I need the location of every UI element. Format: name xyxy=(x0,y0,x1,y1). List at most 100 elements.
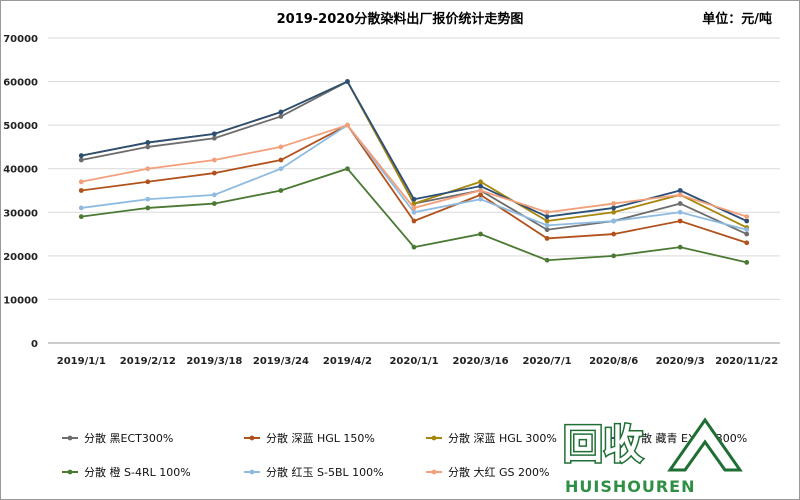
x-tick-label: 2019/1/1 xyxy=(57,356,106,367)
series-group xyxy=(78,122,750,220)
legend-label: 分散 深蓝 HGL 300% xyxy=(448,431,557,445)
legend-marker xyxy=(613,435,619,441)
data-point xyxy=(411,209,417,215)
data-point xyxy=(78,214,84,220)
data-point xyxy=(78,205,84,211)
data-point xyxy=(677,188,683,193)
legend-item: 分散 深蓝 HGL 300% xyxy=(426,431,557,445)
legend-item: 分散 红玉 S-5BL 100% xyxy=(244,465,384,479)
legend-label: 分散 黑ECT300% xyxy=(84,431,173,445)
legend-label: 分散 深蓝 HGL 150% xyxy=(266,431,375,445)
data-point xyxy=(278,157,284,163)
y-tick-label: 0 xyxy=(31,339,38,350)
data-point xyxy=(744,231,750,237)
x-tick-label: 2019/3/18 xyxy=(186,356,242,367)
watermark-logo: 回收 HUISHOUREN xyxy=(562,417,743,496)
data-point xyxy=(744,227,750,233)
legend-item: 分散 黑ECT300% xyxy=(62,431,173,445)
data-point xyxy=(211,135,217,141)
data-point xyxy=(744,218,750,224)
y-tick-label: 40000 xyxy=(3,165,38,176)
data-point xyxy=(211,170,217,176)
data-point xyxy=(544,214,550,220)
data-point xyxy=(677,192,683,198)
data-point xyxy=(411,205,417,211)
data-point xyxy=(611,218,617,224)
legend-label: 分散 橙 S-4RL 100% xyxy=(84,465,191,479)
series-group xyxy=(78,122,750,233)
data-point xyxy=(677,218,683,224)
legend-marker xyxy=(431,435,437,441)
data-point xyxy=(544,222,550,228)
data-point xyxy=(611,231,617,237)
data-point xyxy=(478,179,483,185)
legend-marker xyxy=(249,469,255,475)
data-point xyxy=(278,166,284,172)
y-tick-label: 50000 xyxy=(3,121,38,132)
data-point xyxy=(145,179,151,185)
data-point xyxy=(677,244,683,250)
data-point xyxy=(145,166,151,172)
data-point xyxy=(544,218,550,224)
data-point xyxy=(744,214,750,220)
data-point xyxy=(345,122,350,128)
gridlines xyxy=(48,37,780,344)
data-point xyxy=(611,209,617,215)
watermark-main-text: 回收 xyxy=(563,422,643,468)
recycle-arrow-icon xyxy=(667,417,743,472)
watermark-sub-text: HUISHOUREN xyxy=(565,477,695,496)
data-point xyxy=(544,209,550,215)
data-point xyxy=(145,144,151,150)
y-tick-label: 20000 xyxy=(3,252,38,263)
chart-title: 2019-2020分散染料出厂报价统计走势图 xyxy=(276,12,524,27)
data-point xyxy=(278,114,284,119)
x-axis-ticks: 2019/1/1 2019/2/12 2019/3/18 2019/3/24 2019/… xyxy=(57,356,779,367)
x-tick-label: 2019/4/2 xyxy=(323,356,372,367)
data-point xyxy=(544,227,550,233)
data-point xyxy=(478,231,483,237)
data-point xyxy=(411,218,417,224)
unit-label: 单位：元/吨 xyxy=(702,12,772,27)
x-tick-label: 2020/7/1 xyxy=(523,356,572,367)
data-point xyxy=(345,79,350,84)
data-point xyxy=(145,196,151,202)
series-group xyxy=(78,122,750,246)
data-point xyxy=(478,188,483,193)
data-point xyxy=(278,188,284,193)
data-point xyxy=(278,109,284,115)
x-tick-label: 2020/11/22 xyxy=(715,356,778,367)
data-point xyxy=(411,196,417,202)
data-point xyxy=(677,209,683,215)
series-group xyxy=(78,79,750,224)
x-tick-label: 2020/1/1 xyxy=(389,356,438,367)
y-tick-label: 10000 xyxy=(3,295,38,306)
legend-marker xyxy=(249,435,255,441)
legend-label: 分散 大红 GS 200% xyxy=(448,465,549,479)
data-point xyxy=(411,244,417,250)
legend-marker xyxy=(67,469,73,475)
data-point xyxy=(78,188,84,193)
data-point xyxy=(544,236,550,241)
series-lines xyxy=(78,79,750,265)
data-point xyxy=(211,192,217,198)
data-point xyxy=(78,179,84,185)
data-point xyxy=(211,201,217,206)
y-tick-label: 60000 xyxy=(3,78,38,89)
data-point xyxy=(744,240,750,246)
data-point xyxy=(211,157,217,163)
legend-item: 分散 深蓝 HGL 150% xyxy=(244,431,375,445)
data-point xyxy=(544,257,550,263)
data-point xyxy=(78,157,84,163)
data-point xyxy=(478,192,483,198)
data-point xyxy=(478,196,483,202)
data-point xyxy=(278,144,284,150)
data-point xyxy=(411,201,417,206)
data-point xyxy=(611,205,617,211)
legend-item: 分散 大红 GS 200% xyxy=(426,465,549,479)
legend-marker xyxy=(431,469,437,475)
y-axis-ticks: 0 10000 20000 30000 40000 50000 60000 70000 xyxy=(3,34,38,350)
data-point xyxy=(145,205,151,211)
data-point xyxy=(145,140,151,145)
